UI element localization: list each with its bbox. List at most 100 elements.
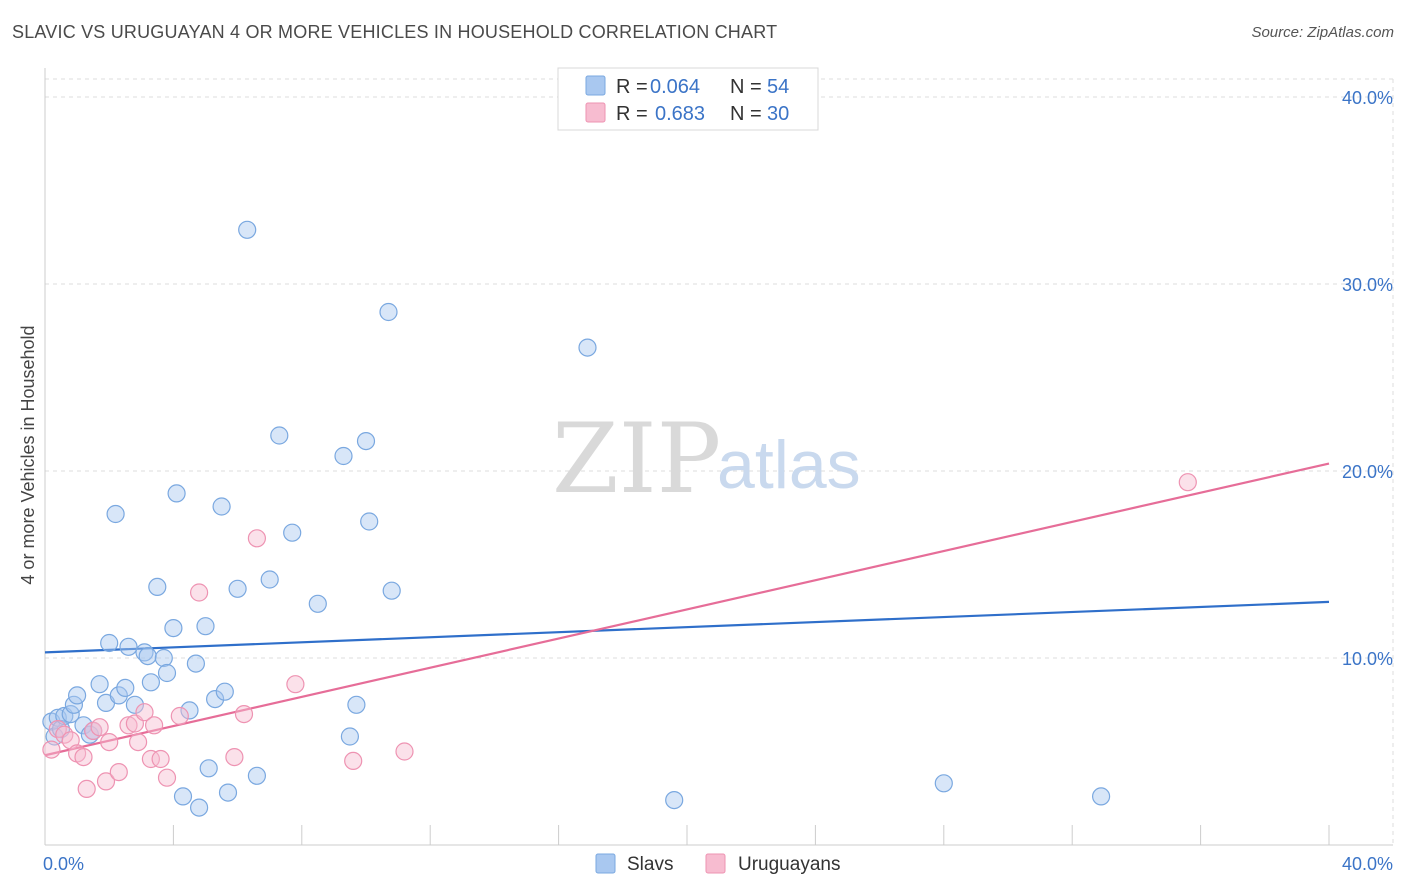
data-point-slavs — [173, 787, 193, 806]
data-point-uruguayans — [129, 732, 148, 752]
data-point-slavs — [100, 633, 119, 653]
y-tick-label: 40.0% — [1342, 88, 1393, 108]
data-point-slavs — [138, 646, 157, 666]
y-tick-label: 20.0% — [1342, 462, 1393, 482]
legend-swatch-slavs — [585, 75, 606, 96]
data-point-uruguayans — [395, 742, 414, 761]
data-point-uruguayans — [109, 762, 128, 782]
data-point-slavs — [116, 678, 135, 698]
legend-n-label-slavs: N = — [730, 76, 762, 98]
data-point-slavs — [141, 673, 160, 692]
data-point-uruguayans — [100, 732, 119, 752]
trend-line-slavs — [44, 600, 1330, 654]
data-point-uruguayans — [286, 675, 305, 694]
trend-line-uruguayans — [44, 462, 1330, 757]
source-label: Source: ZipAtlas.com — [1251, 24, 1394, 41]
data-point-slavs — [74, 716, 93, 735]
bottom-legend-swatch-uruguayans — [705, 853, 726, 874]
data-point-slavs — [340, 727, 359, 746]
data-point-uruguayans — [190, 583, 209, 602]
data-point-uruguayans — [61, 731, 80, 750]
watermark: ZIP atlas — [552, 403, 861, 515]
data-point-slavs — [125, 695, 144, 714]
data-point-slavs — [90, 675, 109, 694]
legend-r-value-slavs: 0.064 — [650, 76, 700, 98]
data-point-uruguayans — [74, 747, 93, 767]
bottom-legend-label-slavs: Slavs — [627, 854, 673, 875]
data-point-slavs — [212, 497, 231, 516]
data-point-slavs — [196, 617, 215, 636]
data-point-slavs — [247, 766, 266, 785]
data-point-slavs — [1091, 787, 1111, 806]
data-point-slavs — [148, 577, 167, 597]
data-point-slavs — [109, 686, 128, 705]
data-point-slavs — [199, 759, 218, 778]
chart-title: SLAVIC VS URUGUAYAN 4 OR MORE VEHICLES I… — [12, 22, 778, 42]
data-point-uruguayans — [1178, 473, 1197, 492]
data-point-slavs — [67, 686, 87, 705]
data-point-slavs — [308, 594, 327, 613]
data-point-uruguayans — [170, 706, 189, 726]
data-point-slavs — [228, 579, 247, 598]
data-point-uruguayans — [157, 768, 177, 787]
data-point-slavs — [218, 783, 238, 802]
data-point-slavs — [360, 512, 379, 531]
data-point-slavs — [934, 774, 953, 793]
legend-r-label-uruguayans: R = — [616, 103, 648, 125]
data-point-slavs — [665, 790, 684, 810]
bottom-legend-label-uruguayans: Uruguayans — [738, 854, 840, 875]
data-point-uruguayans — [151, 749, 170, 769]
trend-lines — [44, 462, 1330, 757]
data-point-slavs — [283, 523, 302, 542]
data-point-uruguayans — [145, 716, 164, 735]
data-point-slavs — [119, 637, 138, 656]
legend-bottom: Slavs Uruguayans — [595, 853, 840, 875]
y-tick-label: 10.0% — [1342, 649, 1393, 669]
legend-r-label-slavs: R = — [616, 76, 648, 98]
data-point-slavs — [186, 654, 205, 673]
data-point-uruguayans — [90, 718, 109, 737]
watermark-zip: ZIP — [552, 403, 721, 515]
data-point-uruguayans — [344, 751, 363, 771]
legend-n-value-slavs: 54 — [767, 76, 789, 98]
data-point-slavs — [164, 618, 183, 638]
data-point-slavs — [238, 220, 257, 239]
data-point-slavs — [260, 570, 279, 589]
data-point-slavs — [106, 504, 125, 524]
data-point-slavs — [154, 648, 173, 668]
legend-n-label-uruguayans: N = — [730, 103, 762, 125]
data-point-slavs — [578, 338, 597, 357]
data-points — [42, 220, 1197, 817]
bottom-legend-swatch-slavs — [595, 853, 616, 874]
data-point-uruguayans — [141, 749, 160, 769]
data-point-slavs — [215, 682, 234, 701]
tick-labels: 10.0% 20.0% 30.0% 40.0% 0.0% 40.0% — [43, 88, 1393, 874]
data-point-slavs — [167, 484, 186, 503]
data-point-slavs — [157, 663, 177, 683]
data-point-uruguayans — [96, 772, 116, 791]
data-point-uruguayans — [247, 529, 266, 548]
y-tick-label: 30.0% — [1342, 275, 1393, 295]
data-point-uruguayans — [42, 740, 61, 759]
data-point-slavs — [356, 432, 376, 451]
data-point-slavs — [334, 446, 353, 466]
data-point-slavs — [190, 798, 209, 817]
legend-r-value-uruguayans: 0.683 — [655, 103, 705, 125]
legend-n-value-uruguayans: 30 — [767, 103, 789, 125]
data-point-slavs — [382, 581, 401, 600]
x-tick-label-min: 0.0% — [43, 854, 84, 874]
data-point-slavs — [379, 302, 398, 322]
watermark-atlas: atlas — [717, 427, 861, 503]
data-point-slavs — [206, 689, 225, 709]
data-point-uruguayans — [135, 703, 154, 722]
data-point-slavs — [270, 426, 289, 445]
data-point-slavs — [180, 701, 199, 720]
y-axis-title: 4 or more Vehicles in Household — [18, 325, 38, 584]
x-tick-label-max: 40.0% — [1342, 854, 1393, 874]
data-point-uruguayans — [234, 704, 254, 724]
data-point-uruguayans — [225, 747, 244, 767]
legend-swatch-uruguayans — [585, 102, 606, 123]
data-point-slavs — [347, 695, 366, 714]
data-point-uruguayans — [77, 779, 96, 799]
